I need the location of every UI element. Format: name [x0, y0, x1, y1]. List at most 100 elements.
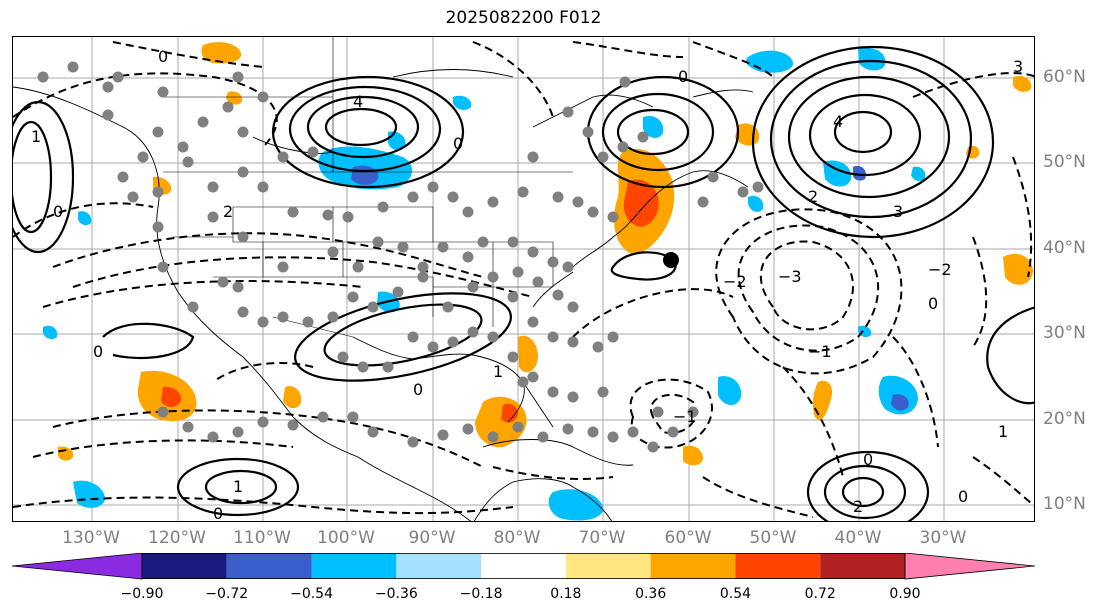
station-dot — [467, 326, 479, 338]
station-dot — [562, 261, 574, 273]
station-dot — [587, 206, 599, 218]
station-dot — [532, 276, 544, 288]
station-dot — [237, 306, 249, 318]
station-dot — [102, 109, 114, 121]
station-dot — [342, 211, 354, 223]
station-dot — [597, 151, 609, 163]
contour-label: −3 — [778, 267, 802, 286]
station-dot — [417, 271, 429, 283]
station-dot — [512, 266, 524, 278]
contour-label: 0 — [213, 504, 223, 522]
colorbar-segment — [565, 553, 651, 579]
station-dot — [152, 221, 164, 233]
station-dot — [382, 361, 394, 373]
station-dot — [417, 261, 429, 273]
colorbar — [12, 553, 1035, 580]
station-dot — [177, 141, 189, 153]
station-dot — [152, 126, 164, 138]
station-dot — [487, 196, 499, 208]
storm-center-marker — [663, 252, 679, 268]
latitude-label: 20°N — [1043, 409, 1086, 429]
contour-label: 0 — [453, 134, 463, 153]
longitude-label: 100°W — [317, 528, 375, 548]
station-dot — [507, 351, 519, 363]
station-dot — [552, 289, 564, 301]
contour-label: 4 — [833, 112, 843, 131]
political-borders — [163, 37, 573, 338]
contour-label: 2 — [223, 202, 233, 221]
contour-label: 0 — [93, 342, 103, 361]
station-dot — [367, 301, 379, 313]
colorbar-outline — [141, 553, 906, 579]
station-dot — [487, 331, 499, 343]
station-dot — [607, 211, 619, 223]
contour-labels: 0 4 3 4 2 0 0 −3 −2 −2 −1 −1 0 0 0 1 0 2… — [31, 47, 1023, 522]
colorbar-segment — [735, 553, 821, 579]
map-panel: 0 4 3 4 2 0 0 −3 −2 −2 −1 −1 0 0 0 1 0 2… — [12, 36, 1035, 522]
station-dot — [527, 316, 539, 328]
longitude-label: 70°W — [578, 528, 626, 548]
longitude-label: 110°W — [233, 528, 291, 548]
station-dot — [317, 411, 329, 423]
station-dot — [547, 256, 559, 268]
station-dot — [517, 376, 529, 388]
station-dot — [407, 191, 419, 203]
colorbar-tick-label: 0.36 — [635, 586, 667, 602]
longitude-label: 30°W — [919, 528, 967, 548]
contour-label: 1 — [233, 477, 243, 496]
station-dot — [127, 191, 139, 203]
colorbar-tick-label: −0.72 — [205, 586, 249, 602]
station-dot — [687, 406, 699, 418]
station-dot — [462, 251, 474, 263]
station-dot — [222, 101, 234, 113]
station-dot — [257, 181, 269, 193]
station-dot — [737, 186, 749, 198]
contour-label: −1 — [808, 342, 832, 361]
contour-label: 0 — [863, 450, 873, 469]
station-dot — [327, 246, 339, 258]
station-dot — [182, 156, 194, 168]
contour-label: −1 — [673, 407, 697, 426]
colorbar-tick-label: 0.90 — [889, 586, 921, 602]
station-dot — [592, 341, 604, 353]
station-dot — [697, 196, 709, 208]
colorbar-segment — [226, 553, 312, 579]
longitude-label: 120°W — [148, 528, 206, 548]
station-dot — [527, 246, 539, 258]
station-dot — [572, 196, 584, 208]
station-dot — [447, 336, 459, 348]
negative-contours — [13, 41, 1034, 518]
station-dot — [512, 421, 524, 433]
station-dot — [207, 431, 219, 443]
coastlines — [13, 69, 754, 521]
longitude-label: 80°W — [493, 528, 541, 548]
station-dot — [187, 301, 199, 313]
station-dot — [307, 146, 319, 158]
station-dot — [442, 301, 454, 313]
station-dot — [617, 141, 629, 153]
station-dot — [217, 276, 229, 288]
longitude-label: 40°W — [834, 528, 882, 548]
colorbar-tick-label: −0.18 — [459, 586, 503, 602]
station-dot — [547, 331, 559, 343]
station-dot — [102, 81, 114, 93]
station-dot — [597, 386, 609, 398]
station-dot — [157, 261, 169, 273]
station-dot — [322, 209, 334, 221]
station-dot — [347, 291, 359, 303]
longitude-label: 90°W — [408, 528, 456, 548]
colorbar-segment — [650, 553, 736, 579]
colorbar-segment — [142, 553, 227, 579]
latitude-label: 60°N — [1043, 67, 1086, 87]
colorbar-tick-label: 0.72 — [804, 586, 836, 602]
station-dot — [237, 231, 249, 243]
longitude-label: 50°W — [749, 528, 797, 548]
station-dot — [182, 421, 194, 433]
station-dot — [437, 429, 449, 441]
contour-label: −2 — [928, 260, 952, 279]
station-dot — [117, 171, 129, 183]
shaded-anomaly-field — [43, 42, 1033, 521]
longitude-label: 130°W — [62, 528, 120, 548]
station-dot — [527, 371, 539, 383]
colorbar-segment — [396, 553, 482, 579]
